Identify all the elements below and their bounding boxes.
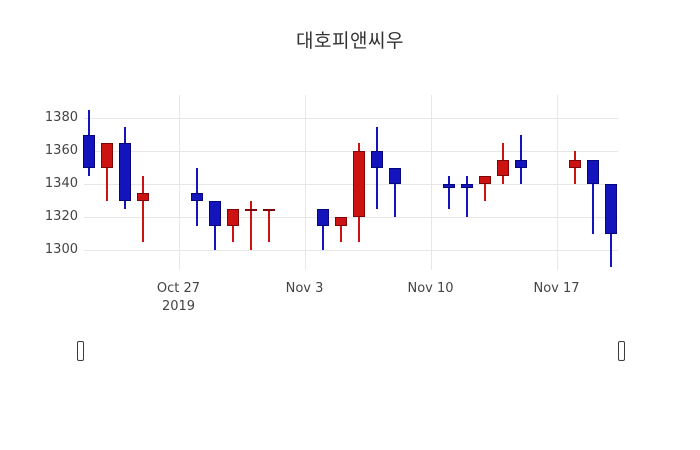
candle-body — [478, 176, 491, 185]
y-tick-label: 1320 — [44, 209, 78, 225]
candle-wick — [249, 200, 252, 251]
candle-wick — [375, 126, 378, 209]
candle-wick — [393, 167, 396, 218]
range-slider-right-handle[interactable] — [617, 341, 625, 361]
candle-body — [226, 209, 239, 226]
range-slider-left-handle[interactable] — [76, 341, 84, 361]
candle-wick — [213, 200, 216, 251]
candle-wick — [447, 176, 450, 209]
gridline-vertical — [556, 95, 558, 270]
candle-body — [442, 184, 455, 188]
candle-wick — [267, 209, 270, 242]
candle-body — [460, 184, 473, 188]
candle-body — [604, 184, 617, 234]
candle-body — [568, 159, 581, 168]
x-tick-label: Nov 3 — [285, 281, 324, 296]
y-tick-label: 1360 — [44, 143, 78, 159]
candle-wick — [483, 176, 486, 201]
candle-body — [388, 167, 401, 185]
gridline-vertical — [178, 95, 180, 270]
x-tick-label: Nov 17 — [533, 281, 580, 296]
x-tick-sublabel: 2019 — [161, 299, 196, 314]
candle-wick — [591, 159, 594, 234]
candle-wick — [231, 209, 234, 242]
gridline-horizontal — [84, 184, 618, 186]
gridline-horizontal — [84, 151, 618, 153]
candle-body — [208, 200, 221, 226]
gridline-horizontal — [84, 217, 618, 219]
candle-body — [262, 209, 275, 211]
chart-title: 대호피앤씨우 — [296, 30, 404, 52]
range-slider[interactable] — [84, 328, 618, 376]
candle-wick — [105, 143, 108, 201]
gridline-vertical — [304, 95, 306, 270]
x-tick-label: Nov 10 — [407, 281, 454, 296]
y-tick-label: 1380 — [44, 110, 78, 126]
candle-wick — [321, 209, 324, 251]
candle-wick — [573, 151, 576, 185]
candle-body — [82, 134, 95, 168]
candle-wick — [465, 176, 468, 218]
gridline-vertical — [430, 95, 432, 270]
candle-wick — [339, 217, 342, 242]
gridline-horizontal — [84, 250, 618, 252]
candle-body — [514, 159, 527, 168]
candle-body — [334, 217, 347, 226]
candle-wick — [141, 176, 144, 242]
y-tick-label: 1300 — [44, 242, 78, 258]
x-tick-label: Oct 27 — [156, 281, 201, 296]
candle-body — [100, 143, 113, 168]
candle-body — [118, 143, 131, 201]
gridline-horizontal — [84, 118, 618, 120]
candle-body — [352, 151, 365, 218]
candle-body — [370, 151, 383, 168]
candle-body — [496, 159, 509, 176]
candle-body — [136, 192, 149, 201]
candle-body — [244, 209, 257, 211]
candle-body — [316, 209, 329, 226]
candle-body — [586, 159, 599, 185]
y-tick-label: 1340 — [44, 176, 78, 192]
candle-body — [190, 192, 203, 201]
